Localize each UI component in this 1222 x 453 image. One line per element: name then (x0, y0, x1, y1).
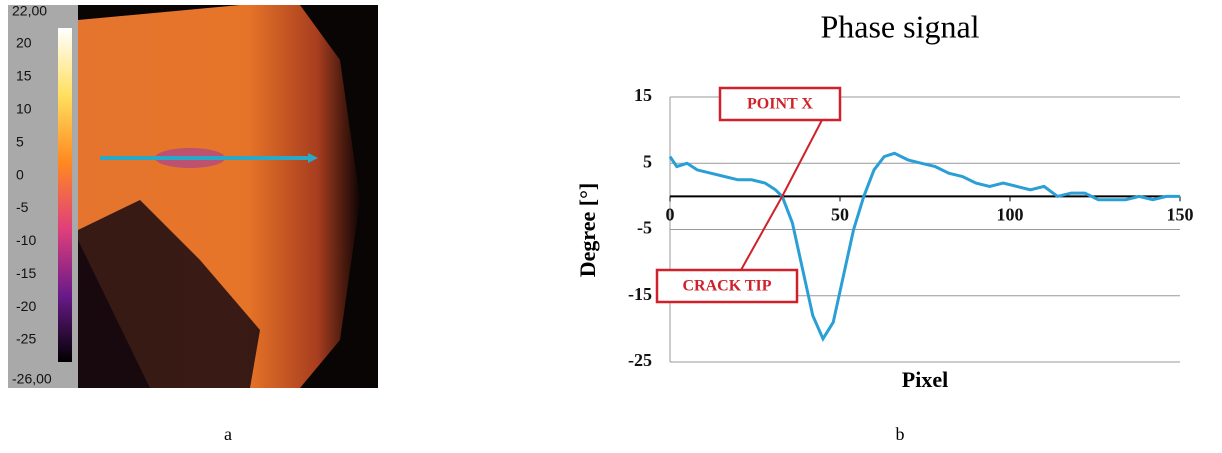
caption: b (896, 424, 905, 444)
colorbar-tick-label: 5 (16, 133, 24, 149)
x-tick-label: 150 (1167, 205, 1194, 225)
annotation: POINT X (747, 96, 813, 113)
colorbar-tick-label: -5 (16, 199, 29, 215)
colorbar-tick-label: 20 (16, 35, 32, 51)
y-tick-label: -25 (628, 350, 652, 370)
y-tick-label: 15 (634, 85, 652, 105)
colorbar-tick-label: -20 (16, 298, 36, 314)
colorbar-tick-label: 0 (16, 166, 24, 182)
colorbar-tick-label: -25 (16, 331, 36, 347)
annotation-arrow (782, 120, 822, 196)
x-tick-label: 50 (831, 205, 849, 225)
y-tick-label: -5 (637, 218, 652, 238)
caption: a (224, 424, 232, 444)
y-axis-label: Degree [°] (575, 183, 600, 278)
colorbar (58, 28, 72, 362)
x-axis-label: Pixel (902, 367, 948, 392)
chart-title: Phase signal (820, 8, 979, 44)
figure: 22,00 -26,00 a b Phase signal Pixel Degr… (0, 0, 1222, 448)
colorbar-tick-label: -15 (16, 265, 36, 281)
thermal-image-panel: 22,00 -26,00 (8, 3, 378, 388)
annotation-arrow (741, 196, 782, 270)
colorbar-min: -26,00 (12, 371, 52, 387)
y-tick-label: -15 (628, 284, 652, 304)
colorbar-max: 22,00 (12, 3, 47, 19)
x-tick-label: 100 (997, 205, 1024, 225)
x-tick-label: 0 (666, 205, 675, 225)
colorbar-tick-label: 10 (16, 100, 32, 116)
annotation: CRACK TIP (682, 278, 771, 295)
colorbar-tick-label: -10 (16, 232, 36, 248)
line (670, 153, 1180, 338)
colorbar-tick-label: 15 (16, 68, 32, 84)
y-tick-label: 5 (643, 151, 652, 171)
